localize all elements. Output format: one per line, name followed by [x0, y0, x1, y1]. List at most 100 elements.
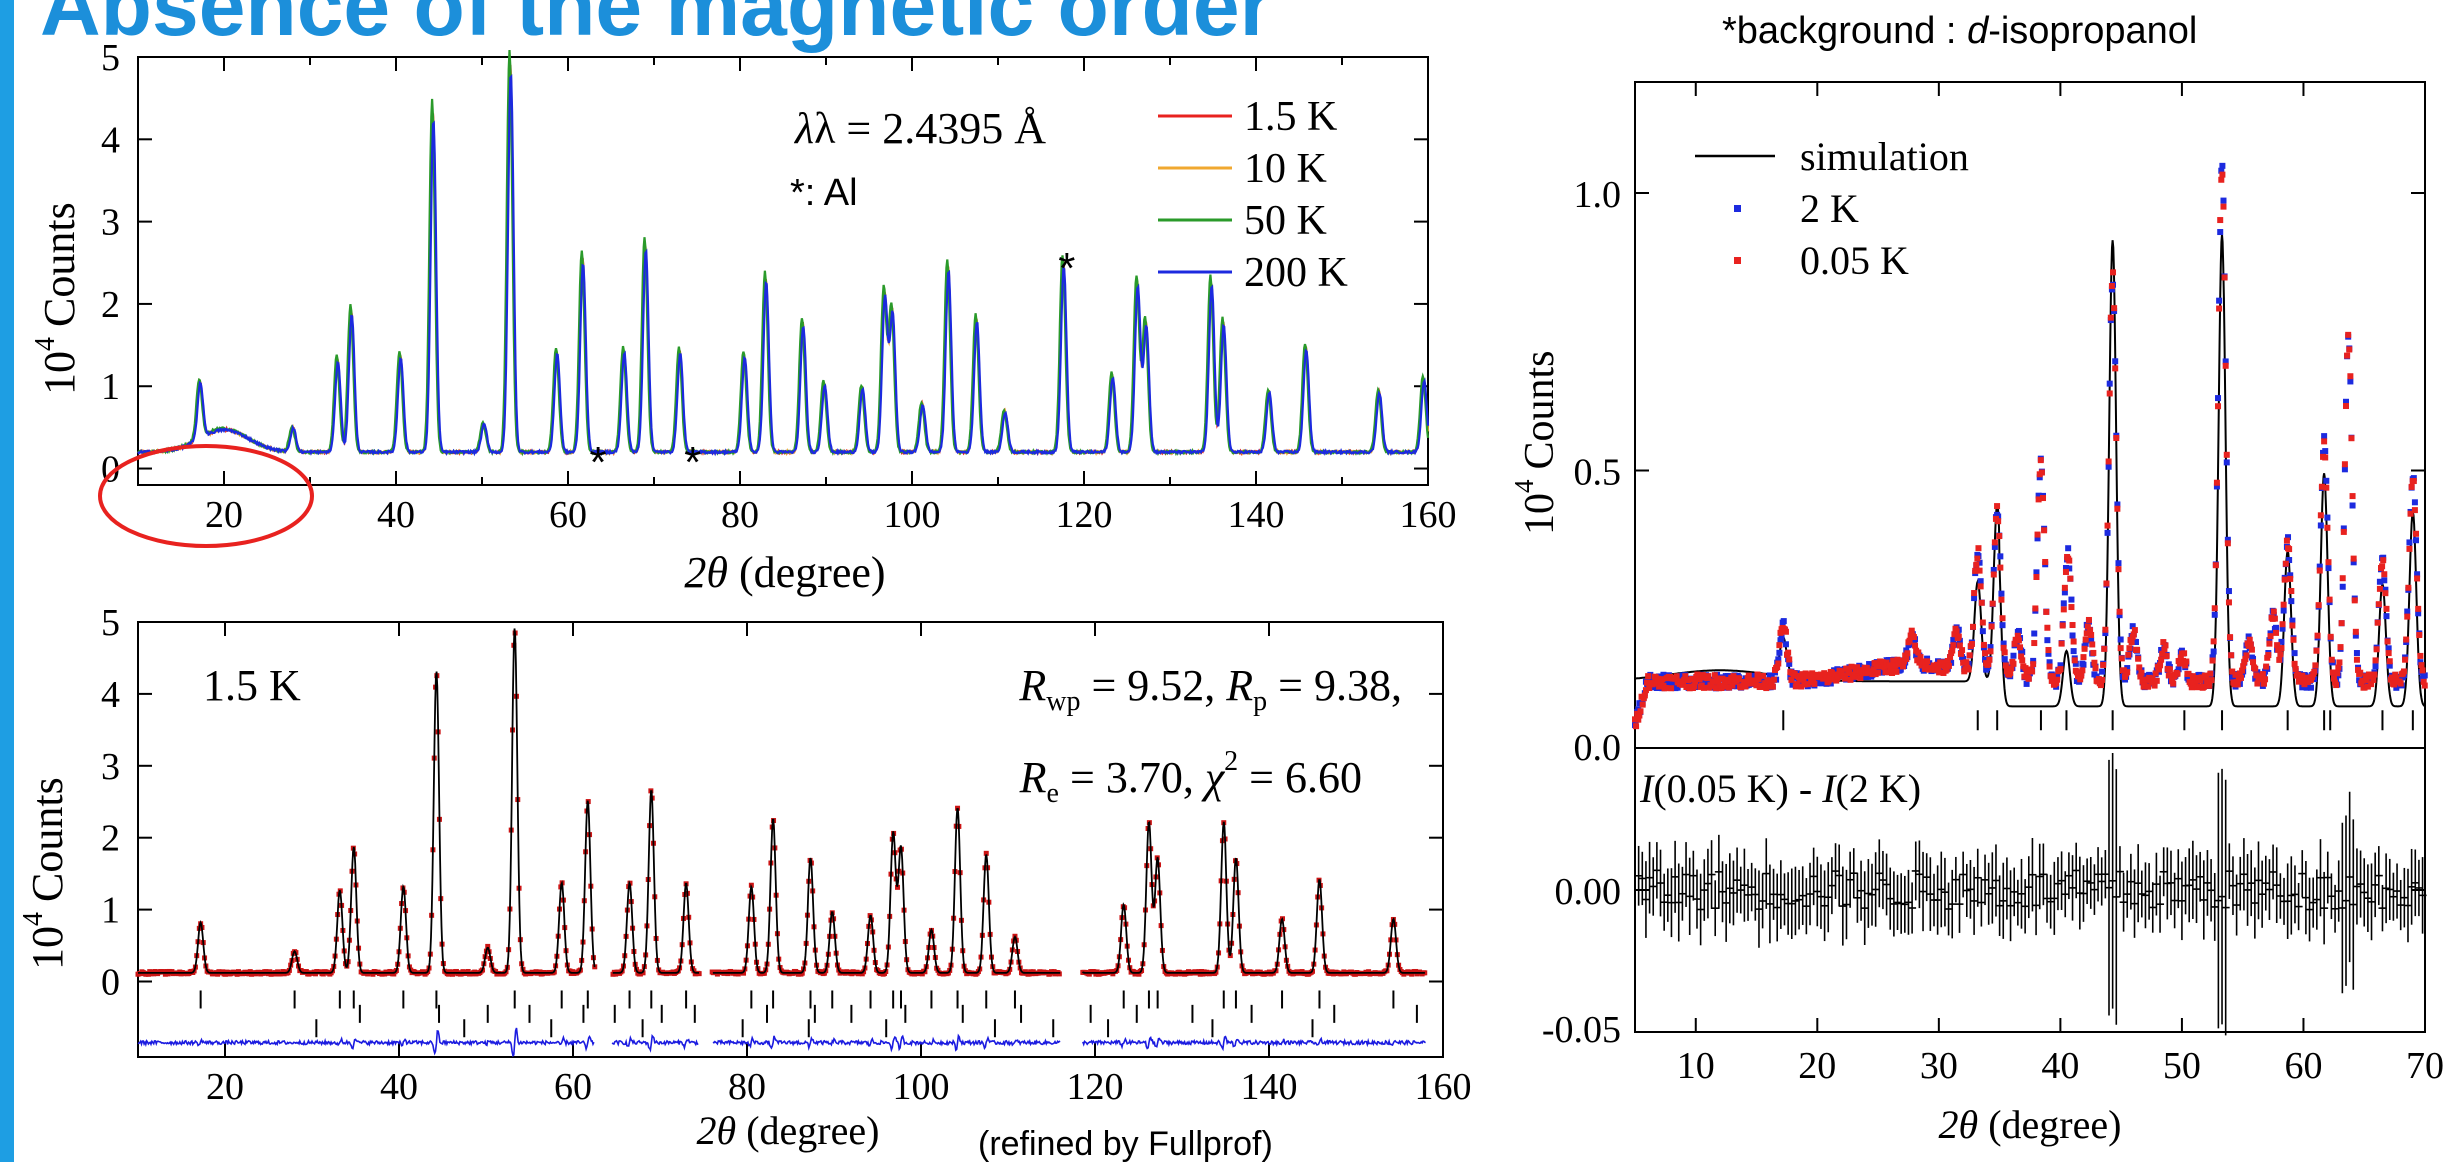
observed-dot — [2181, 650, 2188, 657]
observed-dot — [2289, 622, 2296, 629]
observed-dot — [2352, 628, 2359, 635]
observed-dot — [1711, 672, 1718, 679]
observed-dot — [2022, 665, 2029, 672]
observed-dot — [2135, 655, 2142, 662]
observed-dot — [2000, 640, 2007, 647]
observed-dot — [2198, 674, 2205, 681]
observed-dot — [1789, 681, 1796, 688]
observed-dot — [2317, 522, 2324, 529]
observed-dot — [1944, 657, 1951, 664]
observed-dot — [2291, 660, 2298, 667]
observed-dot — [2070, 648, 2077, 655]
observed-dot — [2153, 677, 2160, 684]
y-tick-label: 5 — [101, 602, 120, 644]
observed-dot — [1662, 684, 1669, 691]
observed-dot — [1991, 543, 1998, 550]
observed-dot — [2229, 668, 2236, 675]
observed-dot — [2057, 662, 2064, 669]
observed-dot — [1777, 629, 1784, 636]
observed-dot — [2061, 584, 2068, 591]
observed-dot — [2288, 588, 2295, 595]
observed-dot — [2088, 637, 2095, 644]
observed-dot — [1893, 668, 1900, 675]
background-note-prefix: *background : — [1722, 10, 1968, 52]
low-temperature-chart: 10 20 30 40 50 60 70 1.0 0.5 0.0 0.00 -0.05 simulat… — [1509, 81, 2444, 1147]
observed-dot — [1950, 642, 1957, 649]
observed-dot — [2275, 646, 2282, 653]
observed-point — [1056, 971, 1062, 977]
observed-dot — [2007, 670, 2014, 677]
x-axis-label-symbol: 2θ — [1939, 1102, 1979, 1147]
observed-dot — [2373, 646, 2380, 653]
x-tick-label: 30 — [1920, 1045, 1958, 1087]
observed-dot — [2217, 229, 2224, 236]
observed-dot — [2232, 671, 2239, 678]
observed-dot — [2099, 676, 2106, 683]
observed-dot — [1924, 658, 1931, 665]
observed-dot — [1866, 661, 1873, 668]
observed-dot — [1778, 634, 1785, 641]
observed-dot — [2223, 459, 2230, 466]
y-tick-label: 2 — [101, 818, 120, 860]
observed-dot — [2350, 555, 2357, 562]
observed-dot — [2240, 663, 2247, 670]
observed-dot — [2065, 545, 2072, 552]
observed-dot — [2225, 599, 2232, 606]
observed-dot — [2386, 662, 2393, 669]
observed-dot — [2221, 274, 2228, 281]
observed-dot — [2045, 647, 2052, 654]
observed-dot — [1882, 669, 1889, 676]
observed-dot — [2323, 484, 2330, 491]
observed-dot — [2421, 682, 2428, 689]
observed-dot — [1646, 684, 1653, 691]
observed-dot — [1863, 664, 1870, 671]
observed-dot — [2046, 663, 2053, 670]
observed-dot — [2085, 616, 2092, 623]
observed-dot — [2335, 664, 2342, 671]
observed-dot — [2034, 535, 2041, 542]
observed-dot — [2327, 633, 2334, 640]
observed-dot — [2062, 568, 2069, 575]
observed-dot — [2385, 645, 2392, 652]
x-tick-label: 160 — [1415, 1066, 1472, 1108]
legend-label: 200 K — [1244, 250, 1348, 296]
observed-dot — [2129, 623, 2136, 630]
y-axis-label: 104 Counts — [1509, 350, 1563, 535]
observed-dot — [1976, 559, 1983, 566]
observed-dot — [1825, 677, 1832, 684]
low-angle-highlight — [98, 444, 314, 548]
observed-dot — [2033, 573, 2040, 580]
observed-dot — [2076, 669, 2083, 676]
observed-dot — [1735, 675, 1742, 682]
observed-dot — [1668, 678, 1675, 685]
observed-dot — [2216, 297, 2223, 304]
observed-dot — [2174, 670, 2181, 677]
plot-frame — [1634, 81, 2426, 1033]
observed-dot — [2131, 627, 2138, 634]
observed-dot — [1943, 666, 1950, 673]
x-tick-label: 60 — [554, 1066, 592, 1108]
observed-dot — [2271, 615, 2278, 622]
observed-dot — [2106, 380, 2113, 387]
observed-dot — [2159, 650, 2166, 657]
observed-dot — [2177, 654, 2184, 661]
observed-dot — [2200, 683, 2207, 690]
observed-dot — [2103, 580, 2110, 587]
observed-dot — [2208, 677, 2215, 684]
y-axis-label-word: Counts — [1517, 350, 1563, 469]
observed-dot — [1674, 684, 1681, 691]
y-axis-label-base: 10 — [23, 926, 72, 970]
x-axis-label-unit: (degree) — [736, 1108, 879, 1153]
observed-dot — [2272, 629, 2279, 636]
observed-dot — [2266, 640, 2273, 647]
observed-dot — [2089, 641, 2096, 648]
observed-dot — [2359, 677, 2366, 684]
observed-dots-2 — [1632, 171, 2428, 730]
observed-dot — [1791, 670, 1798, 677]
observed-dot — [2222, 358, 2229, 365]
observed-dot — [2207, 670, 2214, 677]
observed-dot — [2161, 646, 2168, 653]
x-tick-label: 70 — [2406, 1045, 2444, 1087]
